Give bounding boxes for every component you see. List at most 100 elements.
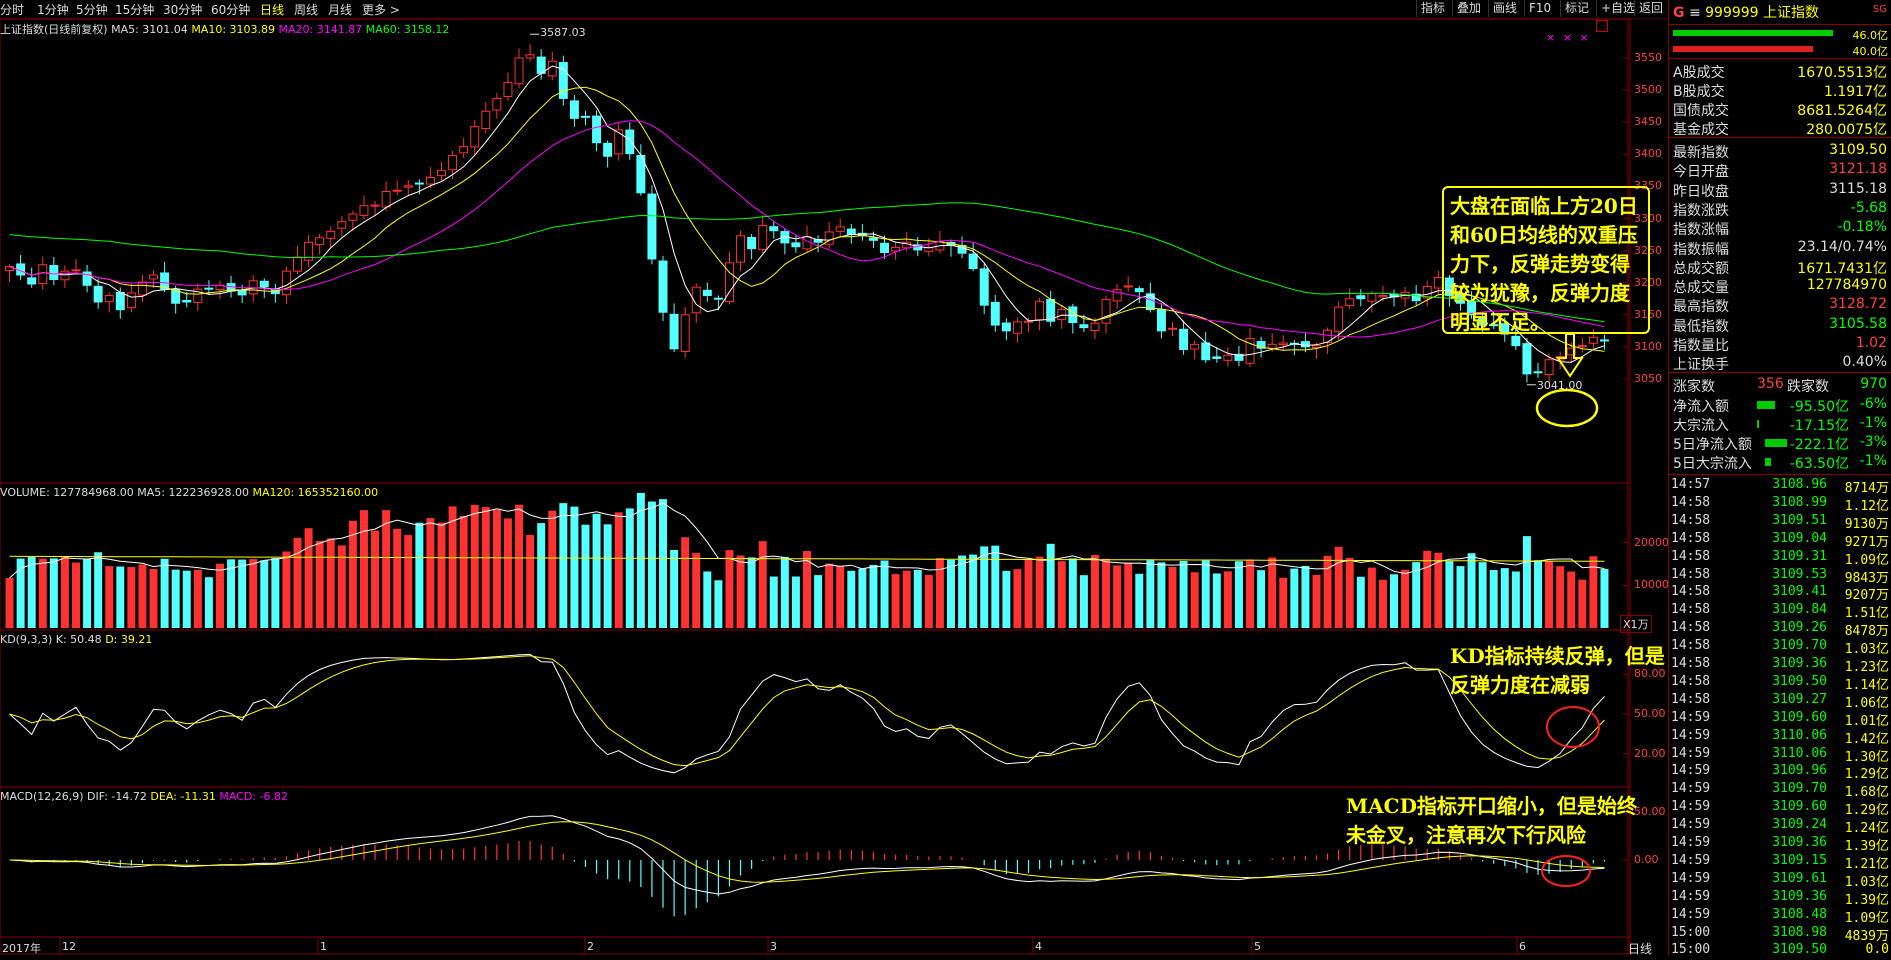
candle-body	[204, 287, 214, 290]
tick-row[interactable]: 14:58 3109.27 1.06亿	[1671, 692, 1889, 711]
candle-body	[1090, 322, 1100, 331]
volume-bar	[1279, 577, 1288, 628]
chart-frame	[0, 18, 1631, 955]
candle-body	[1234, 353, 1244, 361]
tab-monthly[interactable]: 月线	[328, 3, 353, 17]
volume-ma5-legend: MA5: 122236928.00	[137, 486, 249, 499]
tick-volume: 9130万	[1844, 516, 1889, 532]
tick-row[interactable]: 14:57 3108.96 8714万	[1671, 477, 1889, 496]
kline-chart[interactable]	[0, 0, 1668, 956]
f10-button[interactable]: F10	[1524, 0, 1555, 17]
tick-row[interactable]: 14:58 3109.31 1.09亿	[1671, 549, 1889, 568]
volume-bar	[1600, 568, 1609, 628]
tick-row[interactable]: 14:58 3109.84 1.51亿	[1671, 602, 1889, 621]
candle-body	[724, 262, 734, 302]
mark-button[interactable]: 标记	[1560, 0, 1593, 17]
tick-row[interactable]: 15:00 3109.50 0.0	[1671, 942, 1889, 960]
tick-row[interactable]: 14:58 3109.53 9843万	[1671, 567, 1889, 586]
tick-time: 14:59	[1671, 817, 1711, 833]
volume-bar	[1578, 579, 1587, 628]
x-tick-label: 4	[1035, 940, 1042, 953]
candle-body	[459, 146, 469, 154]
tick-row[interactable]: 14:59 3109.96 1.29亿	[1671, 763, 1889, 782]
tick-row[interactable]: 14:58 3109.50 1.14亿	[1671, 674, 1889, 693]
tick-time: 14:59	[1671, 906, 1711, 922]
high-price-label: 3587.03	[540, 26, 586, 40]
candle-body	[160, 272, 170, 290]
draw-line-button[interactable]: 画线	[1488, 0, 1521, 17]
up-count-label: 涨家数	[1673, 379, 1715, 395]
macd-annotation-text: MACD指标开口缩小，但是始终 未金叉，注意再次下行风险	[1346, 792, 1666, 850]
tab-15min[interactable]: 15分钟	[115, 3, 155, 17]
turnover-label: A股成交	[1673, 65, 1725, 81]
tick-row[interactable]: 14:59 3109.24 1.24亿	[1671, 817, 1889, 836]
tick-row[interactable]: 14:58 3109.04 9271万	[1671, 530, 1889, 550]
volume-bar	[969, 554, 978, 628]
turnover-row: 国债成交 8681.5264亿	[1673, 100, 1887, 119]
volume-bar	[470, 504, 479, 628]
volume-bar	[127, 566, 136, 628]
menu-icon[interactable]: ≡	[1688, 5, 1701, 21]
tick-row[interactable]: 14:59 3109.61 1.03亿	[1671, 871, 1889, 890]
tick-volume: 1.21亿	[1844, 856, 1889, 872]
tab-5min[interactable]: 5分钟	[76, 3, 108, 17]
stat-label: 上证换手	[1673, 357, 1729, 374]
turnover-row: A股成交 1670.5513亿	[1673, 62, 1887, 81]
kd-annotation-text: KD指标持续反弹，但是 反弹力度在减弱	[1450, 642, 1670, 700]
tick-row[interactable]: 14:59 3110.06 1.42亿	[1671, 728, 1889, 747]
back-button[interactable]: 返回	[1634, 0, 1667, 17]
volume-bar	[1124, 562, 1133, 628]
tick-row[interactable]: 14:59 3109.60 1.01亿	[1671, 710, 1889, 729]
tick-row[interactable]: 14:58 3109.36 1.23亿	[1671, 656, 1889, 675]
candle-body	[1533, 371, 1543, 374]
overlay-button[interactable]: 叠加	[1452, 0, 1485, 17]
tick-row[interactable]: 14:59 3110.06 1.30亿	[1671, 746, 1889, 765]
tick-row[interactable]: 14:58 3109.26 8478万	[1671, 620, 1889, 639]
turnover-row: 基金成交 280.0075亿	[1673, 119, 1887, 138]
candle-body	[137, 281, 147, 296]
tick-row[interactable]: 14:58 3108.99 1.12亿	[1671, 495, 1889, 514]
tick-price: 3109.70	[1772, 781, 1827, 797]
volume-bar	[1456, 566, 1465, 628]
tab-1min[interactable]: 1分钟	[37, 3, 69, 17]
inflow-bar-label: 46.0亿	[1852, 29, 1889, 42]
main-annotation-line: 力下，反弹走势变得	[1450, 252, 1630, 276]
tick-time: 14:59	[1671, 835, 1711, 850]
add-watchlist-button[interactable]: +自选	[1596, 0, 1639, 17]
tick-row[interactable]: 15:00 3108.98 4839万	[1671, 925, 1889, 944]
volume-bar	[171, 569, 180, 628]
indicator-button[interactable]: 指标	[1416, 0, 1449, 17]
candle-body	[1378, 295, 1388, 298]
tab-more[interactable]: 更多 >	[362, 3, 400, 17]
tick-price: 3109.15	[1772, 852, 1827, 868]
macd-tick-label: 0.00	[1634, 853, 1659, 866]
volume-bar	[238, 559, 247, 628]
tab-60min[interactable]: 60分钟	[211, 3, 251, 17]
tick-row[interactable]: 14:59 3108.48 1.09亿	[1671, 906, 1889, 926]
tab-daily[interactable]: 日线	[260, 3, 285, 17]
candle-body	[448, 155, 458, 171]
panel-close-icon[interactable]	[1596, 20, 1608, 32]
tick-row[interactable]: 14:58 3109.41 9207万	[1671, 584, 1889, 603]
tab-timeshare[interactable]: 分时	[0, 3, 25, 17]
volume-bar	[337, 545, 346, 628]
tick-row[interactable]: 14:58 3109.51 9130万	[1671, 513, 1889, 532]
tick-price: 3109.04	[1772, 530, 1827, 546]
tab-30min[interactable]: 30分钟	[163, 3, 203, 17]
candle-body	[93, 285, 103, 303]
volume-bar	[1522, 536, 1531, 628]
candle-body	[1478, 317, 1488, 326]
tick-volume: 1.29亿	[1844, 803, 1889, 819]
candle-body	[1256, 341, 1266, 349]
volume-bar	[1102, 558, 1111, 628]
tick-row[interactable]: 14:59 3109.60 1.29亿	[1671, 799, 1889, 819]
tick-row[interactable]: 14:59 3109.36 1.39亿	[1671, 835, 1889, 854]
tab-weekly[interactable]: 周线	[294, 3, 319, 17]
x-tick-label: 5	[1254, 940, 1261, 953]
tick-row[interactable]: 14:59 3109.36 1.39亿	[1671, 889, 1889, 908]
tick-row[interactable]: 14:59 3109.15 1.21亿	[1671, 852, 1889, 872]
volume-bar	[537, 523, 546, 628]
tick-time: 14:58	[1671, 620, 1711, 636]
tick-row[interactable]: 14:59 3109.70 1.68亿	[1671, 781, 1889, 800]
tick-row[interactable]: 14:58 3109.70 1.03亿	[1671, 638, 1889, 657]
